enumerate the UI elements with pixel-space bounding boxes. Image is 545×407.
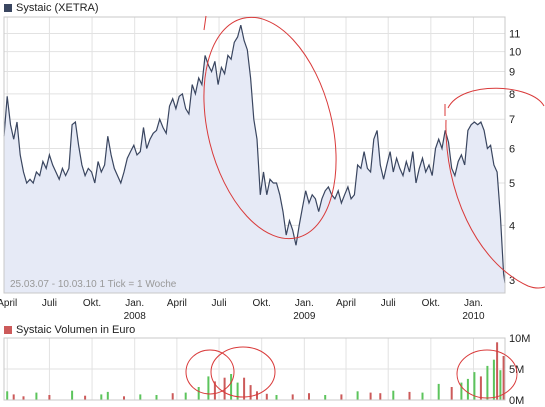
volume-y-tick-label: 0M [509, 395, 524, 407]
price-legend-label: Systaic (XETRA) [16, 2, 99, 14]
volume-bar [123, 396, 125, 400]
volume-bar [473, 372, 476, 400]
volume-bar [308, 393, 310, 400]
price-y-tick-label: 10 [509, 47, 521, 59]
date-range-note: 25.03.07 - 10.03.10 1 Tick = 1 Woche [10, 279, 177, 290]
volume-bar [265, 393, 268, 400]
price-legend: Systaic (XETRA) [4, 2, 99, 14]
price-line [3, 24, 506, 284]
x-tick-label: Jan. [295, 298, 314, 309]
x-tick-label: April [167, 298, 187, 309]
x-year-label: 2009 [293, 311, 316, 322]
price-y-tick-label: 5 [509, 178, 515, 190]
volume-bar [408, 391, 411, 400]
volume-bar [421, 392, 424, 400]
x-tick-label: April [0, 298, 17, 309]
annotation-circle-vol-3 [456, 349, 518, 399]
price-y-tick-label: 11 [509, 29, 520, 41]
x-tick-label: Juli [212, 298, 227, 309]
volume-bar [71, 390, 74, 400]
volume-bar [236, 382, 239, 400]
x-axis: April Juli Okt. Jan. 2008 April Juli Okt. Jan. 20… [0, 298, 485, 322]
annotation-tick-1 [203, 15, 207, 31]
volume-plot-frame [3, 337, 506, 401]
volume-legend-swatch [4, 326, 12, 334]
volume-bar [324, 395, 327, 400]
volume-bars [6, 342, 505, 400]
annotation-circle-2008 [203, 16, 337, 240]
price-y-tick-label: 9 [509, 67, 515, 79]
price-y-tick-label: 7 [509, 114, 515, 126]
volume-bar [437, 383, 440, 400]
price-y-axis: 3 4 5 6 7 8 9 10 11 [509, 29, 521, 287]
volume-bar [223, 377, 226, 400]
x-year-label: 2010 [462, 311, 485, 322]
volume-bar [450, 387, 453, 400]
volume-legend: Systaic Volumen in Euro [4, 324, 135, 336]
volume-bar [379, 393, 382, 400]
volume-bar [499, 370, 502, 400]
volume-bar [12, 394, 15, 400]
x-tick-label: April [336, 298, 356, 309]
volume-bar [340, 394, 343, 400]
volume-bar [356, 391, 359, 400]
volume-bar [479, 376, 482, 400]
volume-bar [369, 392, 372, 400]
price-y-tick-label: 3 [509, 275, 515, 287]
price-area [4, 25, 505, 293]
volume-bar [492, 359, 495, 400]
volume-legend-label: Systaic Volumen in Euro [16, 324, 136, 336]
price-y-tick-label: 8 [509, 89, 515, 101]
x-year-label: 2008 [124, 311, 147, 322]
volume-bar [230, 374, 233, 400]
volume-bar [502, 356, 505, 400]
annotation-marks [185, 15, 545, 399]
volume-bar [466, 378, 469, 400]
volume-bar [275, 395, 278, 400]
volume-bar [35, 392, 38, 400]
volume-bar [106, 391, 109, 400]
volume-grid [4, 337, 505, 401]
volume-y-tick-label: 10M [509, 333, 530, 345]
volume-bar [243, 377, 246, 400]
price-legend-swatch [4, 4, 12, 12]
x-tick-label: Jan. [464, 298, 483, 309]
volume-bar [139, 394, 142, 400]
volume-bar [84, 395, 87, 400]
x-tick-label: Okt. [253, 298, 271, 309]
volume-bar [256, 391, 258, 400]
volume-bar [486, 365, 489, 400]
x-tick-label: Juli [42, 298, 57, 309]
volume-bar [392, 390, 395, 400]
x-tick-label: Okt. [422, 298, 440, 309]
volume-bar [155, 395, 158, 400]
volume-bar [171, 393, 174, 400]
volume-bar [249, 385, 252, 400]
volume-bar [197, 387, 200, 400]
x-tick-label: Juli [381, 298, 396, 309]
x-tick-label: Okt. [83, 298, 101, 309]
price-y-tick-label: 4 [509, 220, 515, 232]
annotation-circle-vol-2 [210, 346, 276, 398]
price-y-tick-label: 6 [509, 143, 515, 155]
volume-bar [213, 381, 216, 400]
volume-bar [6, 391, 9, 400]
volume-bar [207, 376, 210, 400]
volume-bar [184, 392, 187, 400]
volume-bar [22, 396, 25, 400]
volume-bar [100, 394, 103, 400]
volume-bar [291, 394, 294, 400]
volume-bar [48, 395, 51, 400]
volume-bar [496, 342, 499, 400]
annotation-circle-vol-1 [185, 349, 235, 395]
annotation-arc-2010 [445, 87, 545, 289]
x-tick-label: Jan. [125, 298, 144, 309]
volume-bar [460, 382, 463, 400]
